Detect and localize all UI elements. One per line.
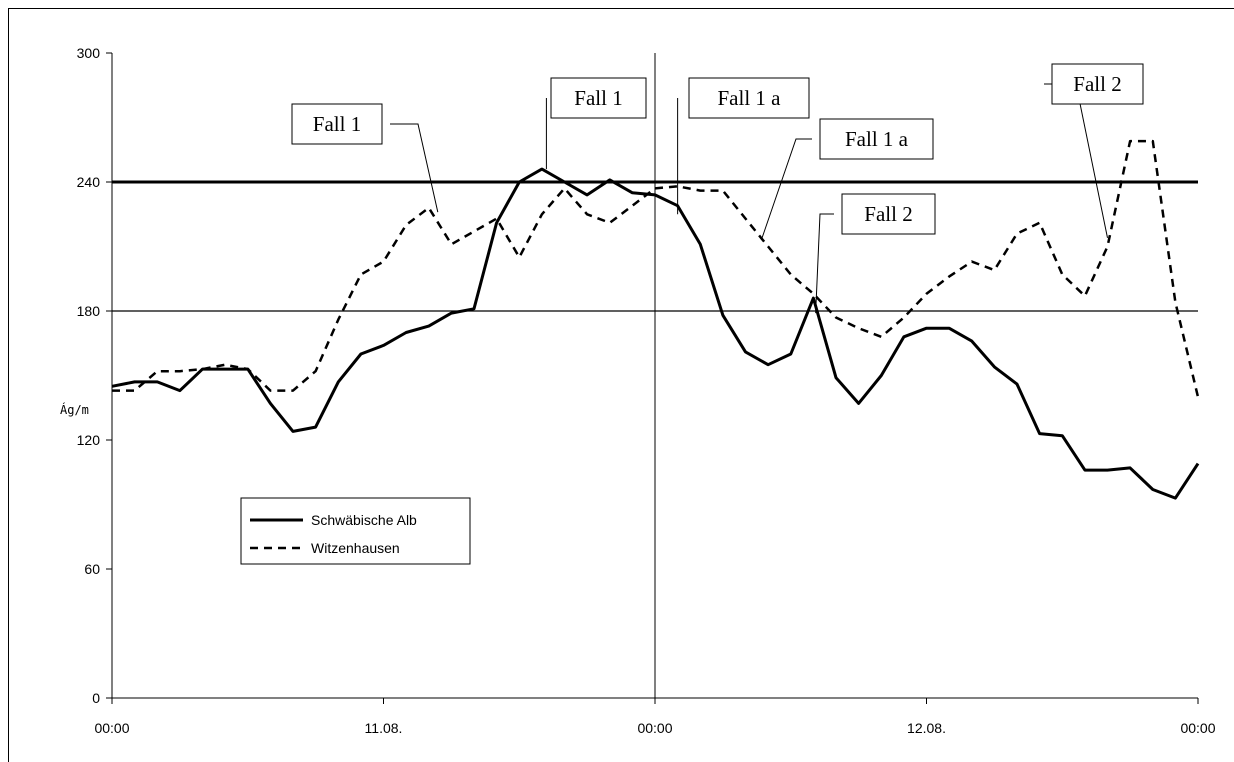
data-point-witzenhausen: [1017, 233, 1018, 234]
data-point-witzenhausen: [564, 188, 565, 189]
data-point-witzenhausen: [428, 207, 429, 208]
y-tick-label: 60: [84, 561, 100, 577]
series-line-witzenhausen: [112, 139, 1200, 398]
data-point-witzenhausen: [474, 231, 475, 232]
data-point-witzenhausen: [157, 371, 158, 372]
annotation-box: [291, 103, 383, 145]
data-point-witzenhausen: [383, 261, 384, 262]
y-tick-label: 120: [77, 432, 101, 448]
data-point-witzenhausen: [406, 225, 407, 226]
data-point-witzenhausen: [609, 222, 610, 223]
y-tick-label: 240: [77, 174, 101, 190]
annotation-label: Fall 1: [574, 86, 622, 110]
data-point-witzenhausen: [903, 317, 904, 318]
legend-box: [240, 497, 471, 565]
data-point-witzenhausen: [994, 270, 995, 271]
x-tick-label: 11.08.: [365, 720, 403, 736]
y-tick-label: 180: [77, 303, 101, 319]
annotation-label: Fall 1 a: [845, 127, 909, 151]
data-point-witzenhausen: [519, 257, 520, 258]
annotation-box: [550, 77, 647, 119]
y-tick-label: 0: [92, 690, 100, 706]
data-point-witzenhausen: [1107, 246, 1108, 247]
data-point-witzenhausen: [1084, 295, 1085, 296]
annotation-label: Fall 2: [1073, 72, 1121, 96]
x-tick-label: 12.08.: [907, 720, 946, 736]
x-tick-label: 00:00: [1180, 720, 1215, 736]
data-point-witzenhausen: [360, 274, 361, 275]
annotations: Fall 1 Fall 1 Fall 1 a Fall 1 a Fall 2 Fall 2: [291, 63, 1144, 314]
reference-lines: [112, 53, 1198, 698]
annotation-box: [1051, 63, 1144, 105]
data-point-witzenhausen: [813, 293, 814, 294]
legend-label: Schwäbische Alb: [311, 512, 417, 528]
annotation-leader-line: [815, 213, 834, 314]
annotation-leader-line: [760, 138, 812, 241]
annotation-box: [841, 193, 936, 235]
annotation-box: [688, 77, 810, 119]
x-tick-label: 00:00: [94, 720, 129, 736]
annotation-label: Fall 2: [864, 202, 912, 226]
data-point-witzenhausen: [722, 190, 723, 191]
legend: Schwäbische Alb Witzenhausen: [240, 497, 471, 565]
data-point-witzenhausen: [1198, 397, 1199, 398]
annotation-label: Fall 1 a: [718, 86, 782, 110]
data-point-witzenhausen: [858, 328, 859, 329]
y-tick-label: 300: [77, 45, 101, 61]
data-point-witzenhausen: [1062, 274, 1063, 275]
data-point-witzenhausen: [1175, 302, 1176, 303]
series-line-schw-bische-alb: [111, 167, 1200, 500]
annotation-box: [819, 118, 934, 160]
data-point-witzenhausen: [134, 390, 135, 391]
chart-frame: [8, 8, 1234, 762]
y-ticks: 0 60 120 180 240 300: [77, 45, 112, 706]
data-point-witzenhausen: [496, 218, 497, 219]
series-lines: [111, 139, 1200, 500]
x-ticks: 00:00 11.08. 00:00 12.08. 00:00: [94, 698, 1216, 736]
data-point-witzenhausen: [225, 364, 226, 365]
data-point-witzenhausen: [451, 244, 452, 245]
annotation-label: Fall 1: [313, 112, 361, 136]
y-axis-label: Ág/m: [60, 402, 89, 417]
legend-label: Witzenhausen: [311, 540, 400, 556]
annotation-leader-line: [1044, 83, 1108, 239]
annotation-leader-line: [390, 123, 439, 213]
x-tick-label: 00:00: [637, 720, 672, 736]
